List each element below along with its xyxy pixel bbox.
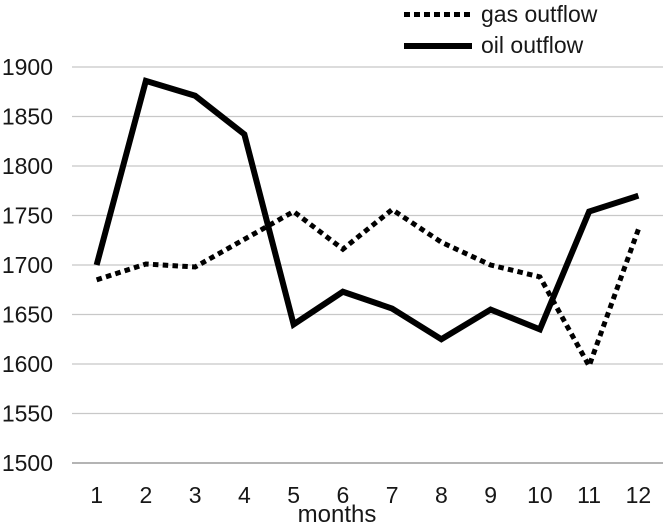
y-tick-label: 1600 xyxy=(2,351,53,377)
x-tick-label: 10 xyxy=(527,482,553,508)
x-tick-label: 5 xyxy=(287,482,300,508)
legend-item-oil: oil outflow xyxy=(404,30,597,61)
y-tick-label: 1850 xyxy=(2,104,53,130)
x-tick-label: 2 xyxy=(139,482,152,508)
y-tick-label: 1700 xyxy=(2,252,53,278)
legend-item-gas: gas outflow xyxy=(404,0,597,30)
x-tick-label: 9 xyxy=(484,482,497,508)
gas-dotted-line-icon xyxy=(404,12,472,17)
x-tick-label: 4 xyxy=(238,482,251,508)
y-tick-label: 1500 xyxy=(2,450,53,476)
x-tick-label: 12 xyxy=(626,482,652,508)
x-tick-label: 6 xyxy=(336,482,349,508)
y-tick-label: 1550 xyxy=(2,401,53,427)
chart-legend: gas outflow oil outflow xyxy=(404,0,597,61)
x-tick-label: 7 xyxy=(386,482,399,508)
oil-solid-line-icon xyxy=(404,42,472,49)
oil-outflow-line xyxy=(93,77,640,343)
y-tick-label: 1650 xyxy=(2,302,53,328)
y-tick-label: 1750 xyxy=(2,203,53,229)
x-axis-title: months xyxy=(297,501,377,528)
legend-label-gas: gas outflow xyxy=(481,1,598,27)
gas-outflow-line xyxy=(95,206,641,373)
x-tick-label: 11 xyxy=(577,482,601,508)
x-tick-label: 1 xyxy=(90,482,103,508)
y-tick-label: 1900 xyxy=(2,54,53,80)
x-tick-label: 8 xyxy=(435,482,448,508)
x-tick-label: 3 xyxy=(189,482,202,508)
legend-label-oil: oil outflow xyxy=(481,32,584,58)
y-tick-label: 1800 xyxy=(2,153,53,179)
